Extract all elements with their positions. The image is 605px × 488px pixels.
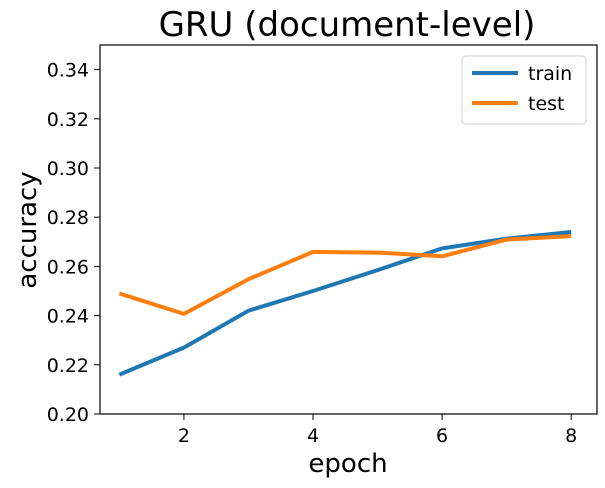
legend: train test xyxy=(461,55,587,125)
y-tick-label: 0.34 xyxy=(47,60,89,82)
x-tick-label: 8 xyxy=(565,425,577,447)
plot-area: 2 4 6 8 0.20 0.22 0.24 0.26 0.28 0.30 0.32 0.34 xyxy=(47,60,578,447)
y-tick-label: 0.24 xyxy=(47,306,89,328)
plot-frame xyxy=(99,44,598,415)
y-tick-label: 0.32 xyxy=(47,109,89,131)
y-tick-label: 0.28 xyxy=(47,207,89,229)
legend-label-test: test xyxy=(528,93,565,115)
x-tick-label: 4 xyxy=(307,425,319,447)
y-tick-label: 0.26 xyxy=(47,256,89,278)
y-axis-label: accuracy xyxy=(13,171,43,288)
y-tick-label: 0.30 xyxy=(47,158,89,180)
x-axis-label: epoch xyxy=(308,449,387,479)
chart-title: GRU (document-level) xyxy=(159,5,536,45)
y-tick-label: 0.20 xyxy=(47,404,89,426)
x-tick-label: 2 xyxy=(178,425,190,447)
series-line-train xyxy=(118,230,572,377)
y-tick-label: 0.22 xyxy=(47,355,89,377)
legend-label-train: train xyxy=(528,63,572,85)
x-tick-label: 6 xyxy=(436,425,448,447)
series-line-test xyxy=(118,234,572,316)
